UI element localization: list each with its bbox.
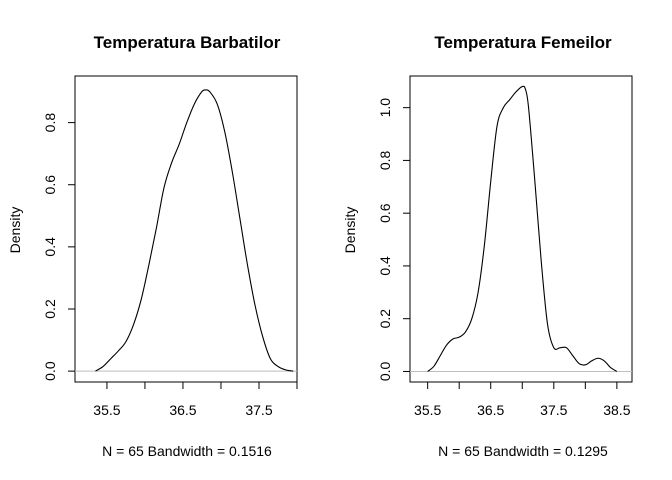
y-tick-label: 0.2 (42, 299, 58, 319)
density-line (427, 85, 618, 372)
chart-panel-barbatilor: Temperatura Barbatilor Density N = 65 Ba… (7, 33, 298, 459)
x-tick-label: 38.5 (603, 402, 630, 418)
axis-ticks: 35.5 36.5 37.5 38.5 0.0 0.2 0.4 0.6 0.8 1.0 (377, 98, 631, 418)
y-tick-label: 0.4 (377, 256, 393, 276)
y-axis-label: Density (342, 207, 358, 254)
x-tick-label: 35.5 (414, 402, 441, 418)
plot-marks (75, 89, 297, 372)
y-tick-label: 0.4 (42, 237, 58, 257)
y-tick-label: 0.6 (42, 175, 58, 195)
y-tick-label: 0.0 (42, 361, 58, 381)
y-axis-label: Density (7, 207, 23, 254)
plot-marks (410, 85, 632, 372)
plot-frame (74, 75, 298, 383)
x-axis-label: N = 65 Bandwidth = 0.1295 (438, 443, 608, 459)
x-tick-label: 35.5 (93, 402, 120, 418)
chart-title: Temperatura Femeilor (434, 33, 612, 52)
x-axis-label: N = 65 Bandwidth = 0.1516 (102, 443, 272, 459)
density-line (95, 89, 294, 372)
y-tick-label: 1.0 (377, 98, 393, 118)
chart-panel-femeilor: Temperatura Femeilor Density N = 65 Band… (342, 33, 633, 459)
y-tick-label: 0.2 (377, 309, 393, 329)
y-tick-label: 0.6 (377, 203, 393, 223)
axis-ticks: 35.5 36.5 37.5 0.0 0.2 0.4 0.6 0.8 (42, 113, 298, 418)
x-tick-label: 36.5 (169, 402, 196, 418)
x-tick-label: 37.5 (245, 402, 272, 418)
x-tick-label: 37.5 (540, 402, 567, 418)
y-tick-label: 0.0 (377, 362, 393, 382)
plot-frame (409, 75, 633, 383)
y-tick-label: 0.8 (377, 150, 393, 170)
x-tick-label: 36.5 (477, 402, 504, 418)
y-tick-label: 0.8 (42, 113, 58, 133)
chart-title: Temperatura Barbatilor (94, 33, 281, 52)
